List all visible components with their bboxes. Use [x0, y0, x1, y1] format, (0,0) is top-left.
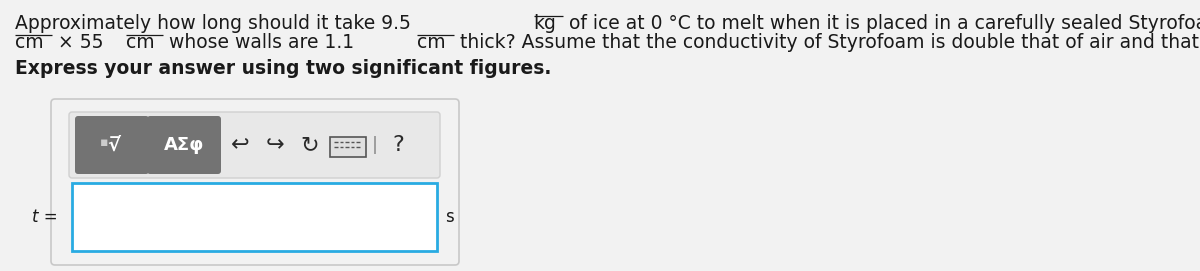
Text: |: |	[372, 136, 378, 154]
Text: ↪: ↪	[265, 135, 284, 155]
FancyBboxPatch shape	[72, 183, 437, 251]
Text: Approximately how long should it take 9.5: Approximately how long should it take 9.…	[14, 14, 416, 33]
FancyBboxPatch shape	[74, 116, 149, 174]
Text: s: s	[445, 208, 454, 226]
Text: kg: kg	[534, 14, 557, 33]
FancyBboxPatch shape	[70, 112, 440, 178]
Text: thick? Assume that the conductivity of Styrofoam is double that of air and that : thick? Assume that the conductivity of S…	[455, 33, 1200, 52]
Text: whose walls are 1.1: whose walls are 1.1	[163, 33, 360, 52]
Text: t =: t =	[32, 208, 58, 226]
FancyBboxPatch shape	[50, 99, 458, 265]
Text: of ice at 0 °C to melt when it is placed in a carefully sealed Styrofoam ice che: of ice at 0 °C to melt when it is placed…	[563, 14, 1200, 33]
Text: × 55: × 55	[52, 33, 109, 52]
FancyBboxPatch shape	[148, 116, 221, 174]
Text: ↻: ↻	[301, 135, 319, 155]
Text: √̅: √̅	[108, 136, 120, 154]
Text: cm: cm	[126, 33, 155, 52]
FancyBboxPatch shape	[330, 137, 366, 157]
Text: ↩: ↩	[230, 135, 250, 155]
Text: Express your answer using two significant figures.: Express your answer using two significan…	[14, 59, 551, 78]
Text: ?: ?	[392, 135, 404, 155]
Text: ▪: ▪	[100, 136, 108, 149]
Text: cm: cm	[14, 33, 43, 52]
Text: ΑΣφ: ΑΣφ	[164, 136, 204, 154]
Text: cm: cm	[418, 33, 446, 52]
